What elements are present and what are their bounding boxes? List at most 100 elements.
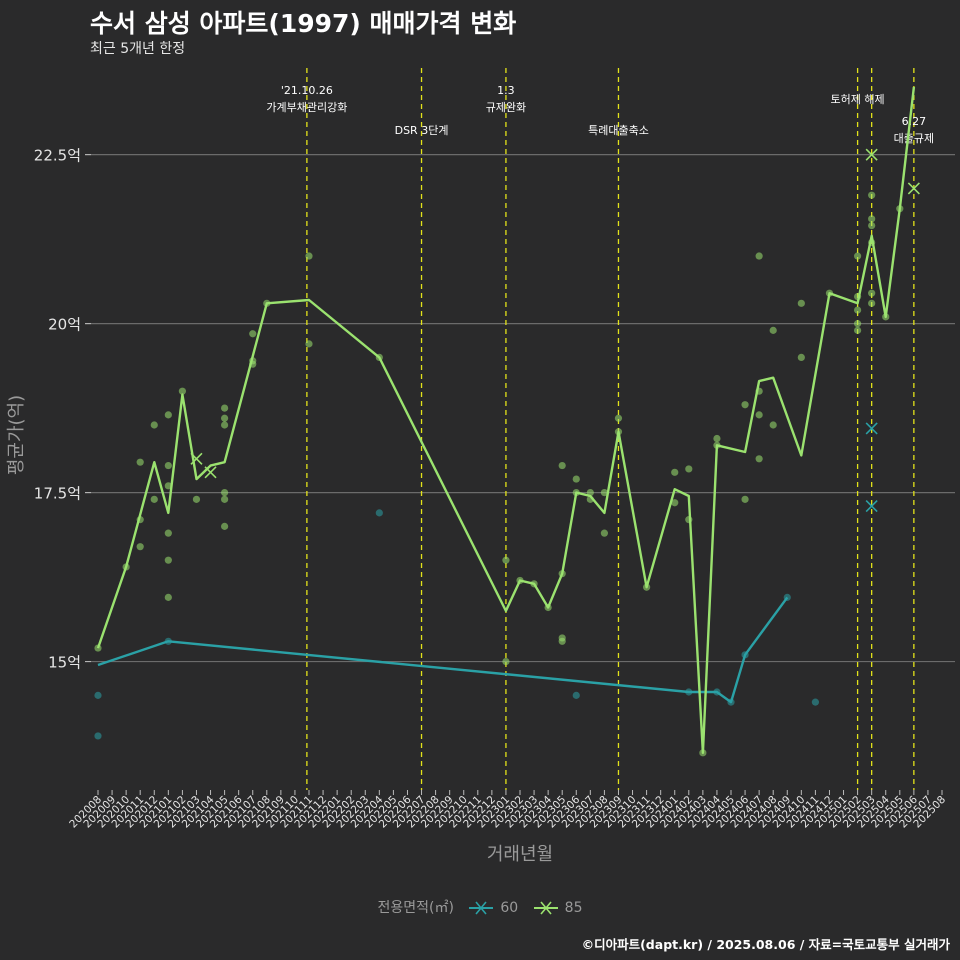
x-mark-stroke	[865, 422, 878, 435]
data-point	[150, 421, 158, 429]
data-point	[558, 637, 566, 645]
event-label: DSR 3단계	[395, 124, 449, 137]
data-point	[192, 495, 201, 503]
data-point	[94, 732, 102, 740]
data-point	[305, 252, 313, 260]
data-point	[811, 698, 820, 706]
data-point	[221, 414, 229, 422]
data-point	[502, 556, 510, 564]
data-point	[221, 522, 229, 530]
legend-key-85	[533, 901, 558, 915]
data-point	[868, 289, 876, 297]
chart-subtitle: 최근 5개년 한정	[90, 41, 186, 57]
data-point	[178, 387, 186, 395]
event-label: 규제완화	[486, 101, 526, 114]
data-point	[94, 691, 102, 699]
chart-title: 수서 삼성 아파트(1997) 매매가격 변화	[90, 9, 517, 38]
series-line	[97, 596, 789, 704]
y-axis: 15억 17.5억 20억 22.5억	[34, 147, 91, 672]
data-point	[221, 495, 229, 503]
data-point	[755, 411, 763, 419]
data-point	[164, 461, 172, 470]
data-point	[854, 320, 862, 328]
event-label: 특례대출축소	[588, 124, 649, 137]
data-point	[221, 404, 229, 412]
data-point	[769, 326, 777, 334]
legend-item-60: 60	[468, 900, 518, 916]
data-point	[221, 488, 229, 497]
y-tick-label: 15억	[48, 654, 81, 672]
event-label: 가계부채관리강화	[266, 101, 347, 114]
data-point	[221, 421, 229, 429]
x-mark	[865, 422, 878, 435]
event-label: '21.10.26	[281, 84, 333, 97]
series-layer	[94, 86, 920, 757]
x-axis: 2020082020092020102020112020122021012021…	[67, 790, 948, 830]
data-point	[558, 461, 566, 470]
data-point	[797, 299, 805, 307]
x-mark-stroke	[865, 500, 878, 513]
data-point	[136, 458, 144, 466]
data-point	[305, 340, 313, 348]
data-point	[868, 215, 876, 223]
data-point	[375, 509, 383, 517]
data-point	[150, 495, 158, 503]
series-line	[96, 86, 916, 754]
data-point	[755, 455, 763, 463]
x-mark-stroke	[204, 466, 217, 479]
data-point	[572, 475, 580, 483]
data-point	[136, 543, 144, 551]
data-point	[797, 353, 805, 362]
x-mark	[865, 500, 878, 513]
x-mark	[907, 182, 920, 195]
data-point	[769, 421, 777, 429]
source-caption: ©디아파트(dapt.kr) / 2025.08.06 / 자료=국토교통부 실…	[581, 937, 950, 952]
data-point	[685, 465, 693, 473]
data-point	[671, 499, 679, 507]
data-point	[854, 252, 862, 260]
data-point	[671, 468, 679, 476]
data-point	[164, 556, 172, 564]
data-point	[868, 222, 876, 230]
data-point	[164, 529, 172, 537]
data-point	[600, 488, 609, 497]
x-mark-stroke	[865, 148, 878, 161]
event-label: 토허제 해제	[831, 92, 885, 106]
data-point	[572, 691, 580, 699]
data-point	[868, 299, 876, 307]
legend-title: 전용면적(㎡)	[377, 900, 454, 916]
series-85	[94, 86, 920, 757]
series-60	[94, 422, 878, 740]
data-point	[741, 495, 749, 503]
legend: 전용면적(㎡) 60 85	[0, 897, 960, 917]
legend-label-85: 85	[564, 900, 583, 916]
data-point	[502, 657, 510, 666]
data-point	[741, 401, 749, 409]
legend-item-85: 85	[533, 900, 583, 916]
event-label: 1.3	[497, 84, 515, 97]
data-point	[164, 593, 172, 601]
event-label: 6.27	[902, 115, 927, 128]
data-point	[854, 306, 862, 314]
legend-key-60	[469, 901, 494, 915]
x-axis-label: 거래년월	[487, 844, 553, 865]
data-point	[755, 252, 763, 260]
x-mark-stroke	[907, 182, 920, 195]
data-point	[164, 411, 172, 419]
x-mark-stroke	[190, 452, 203, 465]
data-point	[868, 191, 876, 199]
data-point	[249, 330, 257, 338]
y-tick-label: 17.5억	[34, 485, 81, 503]
data-point	[614, 414, 623, 422]
legend-label-60: 60	[500, 900, 519, 916]
y-tick-label: 20억	[48, 316, 81, 334]
x-mark	[190, 452, 203, 465]
x-mark	[204, 466, 217, 479]
grid-lines	[85, 154, 955, 663]
y-axis-label: 평균가(억)	[6, 395, 27, 475]
event-label: 대출규제	[894, 132, 934, 145]
data-point	[854, 326, 862, 334]
